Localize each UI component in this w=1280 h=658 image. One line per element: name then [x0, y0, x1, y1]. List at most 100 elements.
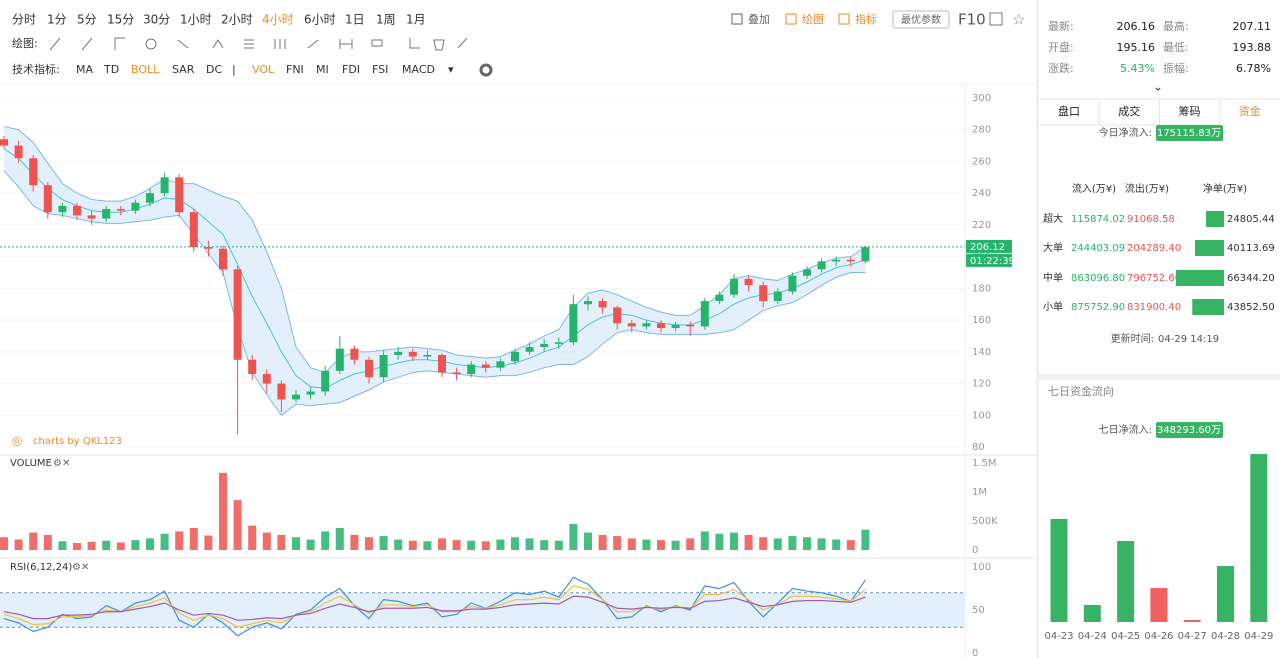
volume-bar [525, 538, 534, 550]
period[interactable]: 5分 [77, 13, 97, 27]
tab[interactable]: 成交 [1118, 104, 1140, 118]
period[interactable]: 30分 [143, 13, 170, 27]
fullscreen[interactable] [989, 12, 1003, 26]
indicator[interactable]: MA [76, 63, 93, 76]
volume-bar [73, 543, 81, 550]
volume-bar [335, 527, 344, 550]
dropdown[interactable]: ▾ [448, 63, 454, 76]
star[interactable]: ☆ [1012, 11, 1025, 29]
row-name: 小单 [1043, 301, 1063, 313]
y-tick-label: 280 [972, 125, 991, 136]
candle-body [803, 269, 811, 276]
candle-body [189, 212, 198, 248]
period[interactable]: 1日 [345, 13, 365, 27]
net-bar [1192, 299, 1224, 315]
candle-body [438, 354, 446, 373]
table-header: 流出(万¥) [1125, 182, 1169, 195]
params-button[interactable] [892, 10, 950, 29]
action-icon [838, 13, 850, 25]
period[interactable]: 6小时 [304, 13, 336, 27]
indicator[interactable]: MI [316, 63, 329, 76]
f10[interactable]: F10 [958, 11, 986, 29]
period[interactable]: 1分 [47, 13, 67, 27]
period[interactable]: 1周 [376, 13, 396, 27]
candle-body [715, 294, 724, 302]
volume-bar [408, 540, 417, 550]
candle-body [671, 324, 680, 329]
params-text[interactable]: 最优参数 [901, 13, 941, 26]
indicator[interactable]: BOLL [131, 63, 160, 76]
divider [1039, 374, 1280, 380]
y-tick-label: 100 [972, 562, 991, 573]
volume-bar [627, 538, 636, 550]
separator: | [232, 63, 236, 76]
tab[interactable]: 盘口 [1058, 104, 1080, 118]
inflow: 875752.90 [1071, 302, 1125, 313]
period[interactable]: 1小时 [180, 13, 212, 27]
candle-body [160, 177, 169, 194]
indicator[interactable]: FSI [372, 63, 388, 76]
indicator[interactable]: DC [206, 63, 222, 76]
period[interactable]: 分时 [12, 13, 36, 27]
outflow: 91068.58 [1127, 214, 1175, 225]
volume-bar [554, 540, 563, 550]
period[interactable]: 15分 [107, 13, 134, 27]
indicator[interactable]: VOL [252, 63, 275, 76]
volume-bar [817, 538, 826, 550]
x-tick-label: 04-27 [1178, 631, 1207, 642]
y-tick-label: 100 [972, 410, 991, 421]
y-tick-label: 240 [972, 188, 991, 199]
expand[interactable]: ⌄ [1153, 80, 1163, 94]
indicator[interactable]: TD [103, 63, 119, 76]
outflow: 204289.40 [1127, 243, 1181, 254]
quote-label: 涨跌: [1048, 61, 1074, 75]
quote-label: 振幅: [1163, 61, 1189, 75]
action[interactable]: 叠加 [748, 13, 770, 26]
quote-label: 最低: [1163, 41, 1189, 54]
volume-bar [219, 472, 227, 550]
indicator[interactable]: FNI [286, 63, 304, 76]
volume-bar [146, 538, 154, 550]
volume-bar [189, 527, 198, 550]
quote-value: 6.78% [1236, 62, 1271, 75]
x-tick-label: 04-29 [1244, 631, 1273, 642]
volume-bar [379, 536, 388, 550]
panel-controls[interactable]: ⚙✕ [53, 458, 70, 469]
boll-mid [3, 148, 866, 389]
volume-title: VOLUME [10, 458, 52, 469]
y-tick-label: 180 [972, 283, 991, 294]
volume-bar [14, 539, 23, 550]
indicator[interactable]: MACD [402, 63, 435, 76]
candle-body [233, 269, 242, 360]
volume-bar [730, 532, 738, 550]
volume-bar [773, 538, 782, 550]
candle-body [788, 275, 797, 292]
period[interactable]: 4小时 [262, 13, 294, 27]
net-bar [1176, 270, 1224, 286]
volume-bar [715, 533, 724, 550]
candle-body [598, 301, 607, 308]
action-icon [785, 13, 797, 25]
volume-bar [321, 531, 330, 550]
settings[interactable] [479, 63, 493, 77]
tab[interactable]: 筹码 [1179, 104, 1201, 118]
indicator[interactable]: SAR [172, 63, 195, 76]
y-tick-label: 220 [972, 220, 991, 231]
panel-controls[interactable]: ⚙✕ [72, 562, 89, 573]
period[interactable]: 2小时 [221, 13, 253, 27]
candle-body [773, 291, 782, 302]
candle-body [700, 301, 709, 327]
period[interactable]: 1月 [406, 13, 426, 27]
volume-bar [642, 539, 651, 550]
candle-body [496, 361, 505, 368]
action[interactable]: 绘图 [802, 12, 824, 26]
price-tag [966, 239, 1012, 253]
volume-bar [496, 539, 505, 550]
tab[interactable]: 资金 [1239, 104, 1261, 118]
candle-body [481, 364, 490, 368]
action[interactable]: 指标 [855, 12, 877, 26]
quote-label: 开盘: [1048, 40, 1074, 54]
indicator[interactable]: FDI [342, 63, 360, 76]
net-label: 24805.44 [1227, 214, 1275, 225]
